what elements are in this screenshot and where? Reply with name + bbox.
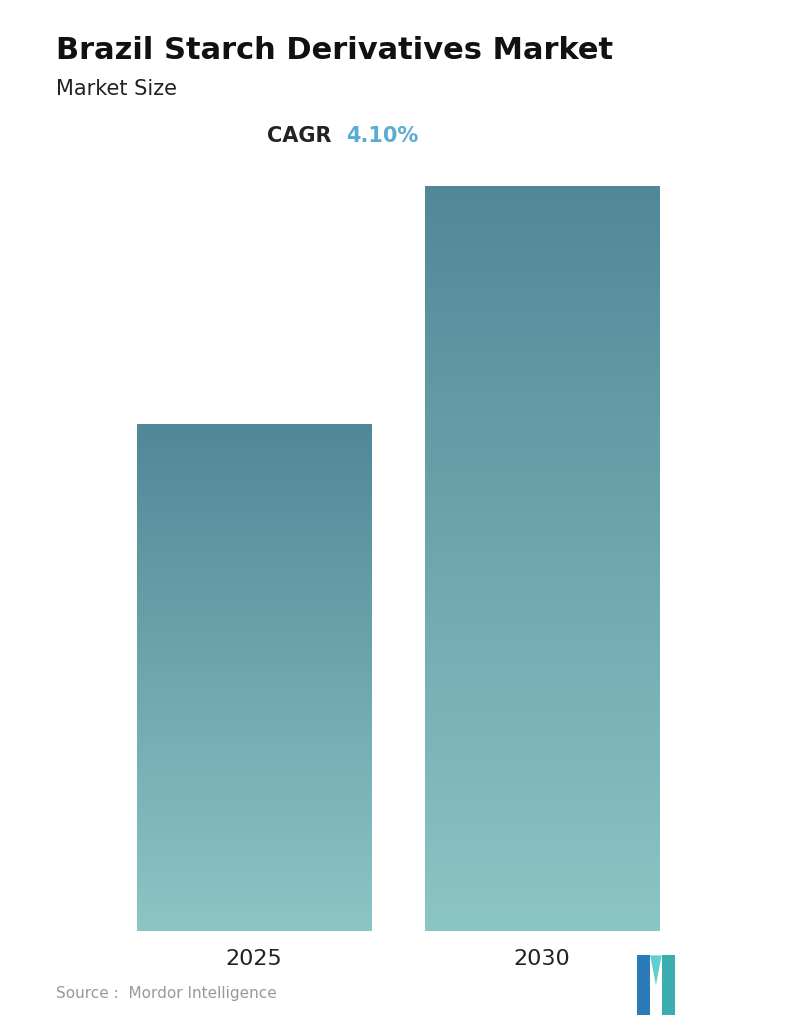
Polygon shape bbox=[650, 955, 661, 985]
Text: Brazil Starch Derivatives Market: Brazil Starch Derivatives Market bbox=[56, 36, 613, 65]
Text: 2025: 2025 bbox=[226, 949, 283, 969]
Text: 2030: 2030 bbox=[513, 949, 570, 969]
Text: 4.10%: 4.10% bbox=[346, 126, 419, 146]
Text: Source :  Mordor Intelligence: Source : Mordor Intelligence bbox=[56, 985, 276, 1001]
Text: CAGR: CAGR bbox=[267, 126, 346, 146]
Text: Market Size: Market Size bbox=[56, 79, 177, 98]
Polygon shape bbox=[637, 955, 650, 1015]
Polygon shape bbox=[661, 955, 675, 1015]
